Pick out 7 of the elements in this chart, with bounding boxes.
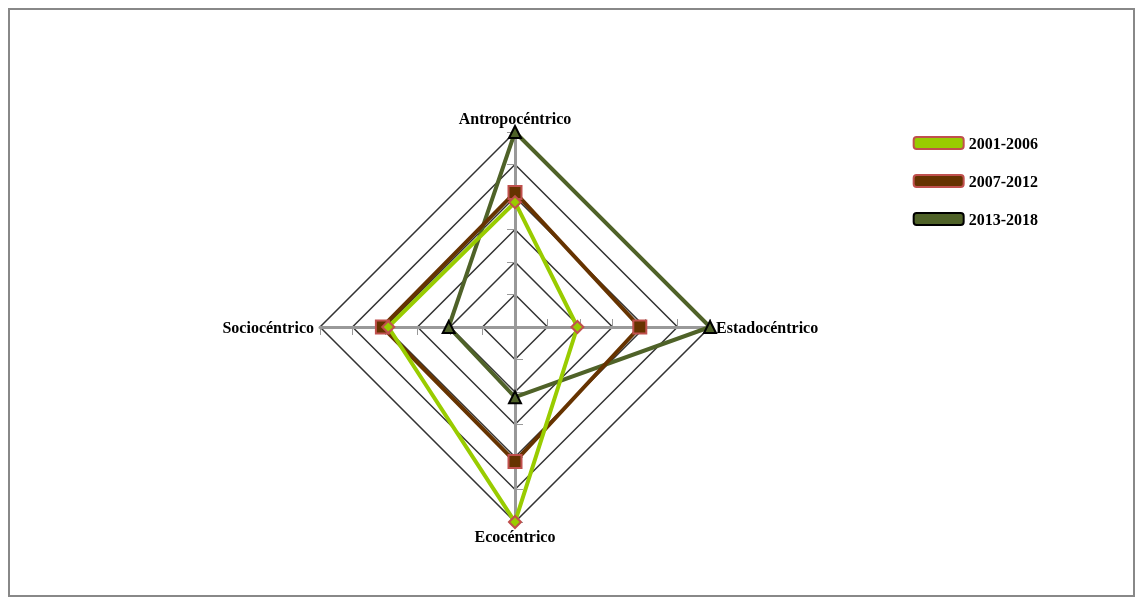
spoke-label: Sociocéntrico [222, 318, 314, 336]
spoke-label: Antropocéntrico [458, 109, 572, 128]
legend-label: 2013-2018 [968, 210, 1038, 228]
spoke-label: Estadocéntrico [716, 318, 819, 336]
legend-label: 2007-2012 [968, 172, 1038, 190]
legend-label: 2001-2006 [968, 134, 1038, 152]
spoke-label: Ecocéntrico [474, 527, 556, 545]
